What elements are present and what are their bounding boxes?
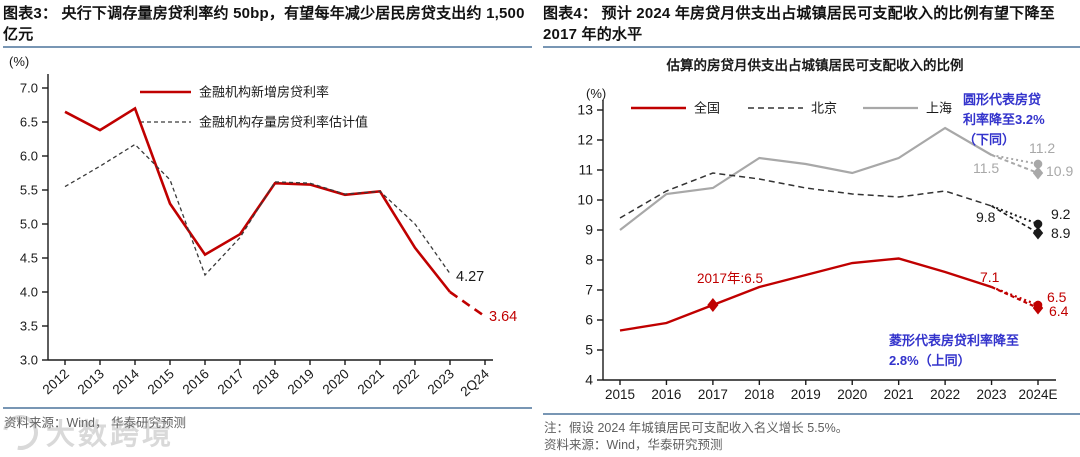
svg-text:5.5: 5.5 [20, 183, 38, 198]
svg-text:7.0: 7.0 [20, 81, 38, 96]
figure4-source: 资料来源：Wind，华泰研究预测 [544, 438, 723, 452]
svg-text:9: 9 [585, 222, 593, 238]
svg-text:2014: 2014 [110, 366, 143, 398]
svg-text:3.5: 3.5 [20, 319, 38, 334]
figure3-title-text: 央行下调存量房贷利率约 50bp，有望每年减少居民房贷支出约 1,500 亿元 [3, 5, 525, 43]
figure4-title-text: 预计 2024 年房贷月供支出占城镇居民可支配收入的比例有望下降至 2017 年… [543, 5, 1055, 43]
svg-text:5.0: 5.0 [20, 217, 38, 232]
svg-text:2017: 2017 [215, 366, 247, 397]
svg-text:2022: 2022 [390, 366, 422, 397]
svg-text:金融机构新增房贷利率: 金融机构新增房贷利率 [199, 85, 329, 100]
svg-text:2021: 2021 [884, 387, 914, 402]
svg-text:2013: 2013 [75, 366, 107, 397]
svg-text:金融机构存量房贷利率估计值: 金融机构存量房贷利率估计值 [199, 115, 368, 130]
figure4-title: 图表4： 预计 2024 年房贷月供支出占城镇居民可支配收入的比例有望下降至 2… [543, 3, 1078, 45]
svg-text:2020: 2020 [320, 366, 352, 397]
svg-text:2019: 2019 [285, 366, 317, 397]
svg-text:11.2: 11.2 [1029, 140, 1055, 156]
svg-text:全国: 全国 [694, 101, 720, 116]
svg-text:11.5: 11.5 [973, 160, 999, 176]
figure3-title: 图表3： 央行下调存量房贷利率约 50bp，有望每年减少居民房贷支出约 1,50… [3, 3, 530, 45]
figure4-label: 图表4： [543, 5, 598, 22]
svg-text:2024E: 2024E [1018, 387, 1057, 402]
svg-text:6.4: 6.4 [1049, 303, 1069, 319]
svg-text:10: 10 [577, 192, 593, 208]
svg-text:2017: 2017 [698, 387, 728, 402]
svg-text:2015: 2015 [145, 366, 177, 397]
svg-text:2022: 2022 [930, 387, 960, 402]
svg-text:4.27: 4.27 [456, 269, 484, 285]
figure4-panel: 图表4： 预计 2024 年房贷月供支出占城镇居民可支配收入的比例有望下降至 2… [543, 0, 1080, 457]
svg-text:2017年:6.5: 2017年:6.5 [697, 271, 763, 286]
svg-text:8: 8 [585, 252, 593, 268]
svg-text:2015: 2015 [605, 387, 635, 402]
svg-text:13: 13 [577, 102, 593, 118]
svg-text:7.1: 7.1 [980, 269, 1000, 285]
svg-text:(%): (%) [586, 86, 606, 101]
svg-text:7: 7 [585, 282, 593, 298]
figure3-title-divider [3, 46, 532, 48]
svg-text:11: 11 [578, 162, 593, 178]
svg-text:圆形代表房贷利率降至3.2%（下同）: 圆形代表房贷利率降至3.2%（下同） [963, 92, 1045, 147]
svg-text:2021: 2021 [355, 366, 387, 397]
figure3-footer-divider [3, 407, 532, 409]
svg-text:2020: 2020 [837, 387, 867, 402]
svg-text:10.9: 10.9 [1046, 163, 1073, 179]
figure4-line-chart: 估算的房贷月供支出占城镇居民可支配收入的比例 13 12 11 10 9 8 7 6 5 4 (%) 2… [577, 57, 1073, 402]
svg-text:2012: 2012 [40, 366, 72, 397]
svg-text:3.0: 3.0 [20, 353, 38, 368]
svg-text:6.5: 6.5 [1047, 289, 1067, 305]
svg-text:估算的房贷月供支出占城镇居民可支配收入的比例: 估算的房贷月供支出占城镇居民可支配收入的比例 [666, 57, 964, 73]
svg-text:9.8: 9.8 [976, 209, 996, 225]
svg-text:2016: 2016 [180, 366, 212, 397]
svg-text:2023: 2023 [425, 366, 457, 397]
svg-text:9.2: 9.2 [1051, 206, 1071, 222]
svg-text:3.64: 3.64 [489, 309, 517, 325]
svg-text:2018: 2018 [744, 387, 774, 402]
figure3-source: 资料来源：Wind， 华泰研究预测 [4, 416, 186, 430]
svg-text:2023: 2023 [977, 387, 1007, 402]
svg-text:12: 12 [577, 132, 593, 148]
svg-text:5: 5 [585, 342, 593, 358]
svg-text:6.5: 6.5 [20, 115, 38, 130]
figure4-note: 注：假设 2024 年城镇居民可支配收入名义增长 5.5%。 [544, 421, 849, 435]
svg-text:8.9: 8.9 [1051, 225, 1071, 241]
svg-text:北京: 北京 [811, 101, 837, 116]
svg-text:6: 6 [585, 312, 593, 328]
svg-text:4.0: 4.0 [20, 285, 38, 300]
svg-text:(%): (%) [9, 54, 29, 69]
figure4-title-divider [543, 46, 1080, 48]
svg-text:6.0: 6.0 [20, 149, 38, 164]
svg-text:4: 4 [585, 372, 593, 388]
svg-text:2018: 2018 [250, 366, 282, 397]
svg-text:2019: 2019 [791, 387, 821, 402]
svg-text:2016: 2016 [651, 387, 681, 402]
svg-text:4.5: 4.5 [20, 251, 38, 266]
figure3-label: 图表3： [3, 5, 58, 22]
figure3-panel: 图表3： 央行下调存量房贷利率约 50bp，有望每年减少居民房贷支出约 1,50… [0, 0, 532, 457]
svg-text:2Q24: 2Q24 [457, 366, 492, 400]
figure4-footer-divider [543, 413, 1080, 415]
svg-text:上海: 上海 [926, 101, 952, 116]
figure3-line-chart: 7.06.56.05.55.04.54.03.53.0(%)2012 2013 20… [9, 54, 517, 400]
